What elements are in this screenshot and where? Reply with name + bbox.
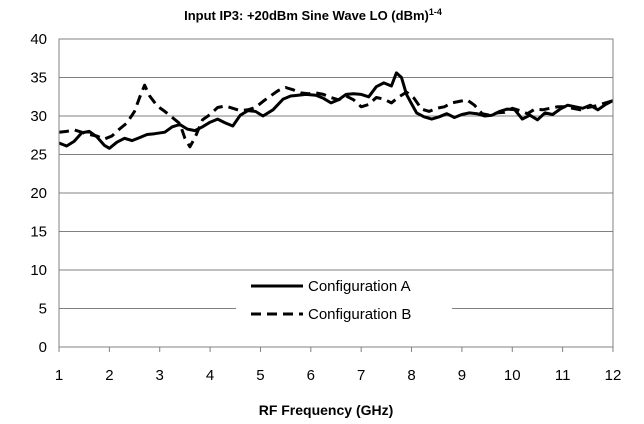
series-line-configuration-a <box>58 71 614 150</box>
x-tick-label-3: 3 <box>156 367 164 384</box>
x-tick-label-10: 10 <box>504 367 521 384</box>
legend-label-configuration-b: Configuration B <box>308 306 411 323</box>
legend-box <box>236 272 452 326</box>
y-tick-label-0: 0 <box>39 339 47 356</box>
y-tick-label-5: 5 <box>39 301 47 318</box>
x-tick-label-2: 2 <box>105 367 113 384</box>
x-tick-label-4: 4 <box>206 367 214 384</box>
y-tick-label-40: 40 <box>30 31 47 48</box>
x-tick-label-5: 5 <box>256 367 264 384</box>
x-tick-label-7: 7 <box>357 367 365 384</box>
legend-label-configuration-a: Configuration A <box>308 278 411 295</box>
x-tick-label-11: 11 <box>555 367 571 384</box>
plot-area-frame <box>58 38 614 348</box>
chart-title-superscript: 1-4 <box>429 7 442 17</box>
x-tick-label-9: 9 <box>458 367 466 384</box>
x-tick-label-1: 1 <box>55 367 63 384</box>
chart-title: Input IP3: +20dBm Sine Wave LO (dBm)1-4 <box>184 7 442 23</box>
y-tick-label-15: 15 <box>30 224 47 241</box>
x-tick-label-6: 6 <box>307 367 315 384</box>
y-tick-label-35: 35 <box>30 70 47 87</box>
legend: Configuration A Configuration B <box>236 272 452 326</box>
x-tick-label-12: 12 <box>605 367 622 384</box>
y-tick-label-30: 30 <box>30 108 47 125</box>
y-tick-label-25: 25 <box>30 147 47 164</box>
x-axis-label: RF Frequency (GHz) <box>259 402 394 418</box>
series-lines <box>58 71 614 150</box>
series-line-configuration-b <box>58 83 614 149</box>
y-tick-label-20: 20 <box>30 185 47 202</box>
y-tick-label-10: 10 <box>30 262 47 279</box>
x-tick-label-8: 8 <box>407 367 415 384</box>
